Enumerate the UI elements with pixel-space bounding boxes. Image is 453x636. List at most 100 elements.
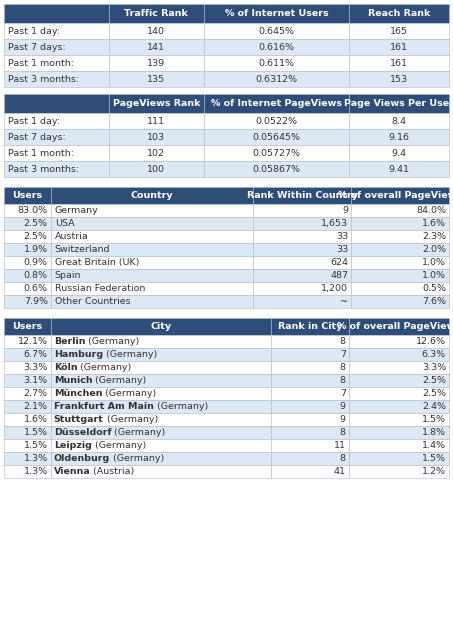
- Text: 9: 9: [342, 206, 348, 215]
- Text: 1.0%: 1.0%: [422, 258, 446, 267]
- Bar: [51, 374, 271, 387]
- Text: 1.9%: 1.9%: [24, 245, 48, 254]
- Bar: [51, 426, 271, 439]
- Bar: [4, 400, 51, 413]
- Bar: [349, 129, 449, 145]
- Bar: [109, 94, 204, 113]
- Bar: [349, 113, 449, 129]
- Text: 487: 487: [330, 271, 348, 280]
- Bar: [351, 269, 449, 282]
- Text: Oldenburg: Oldenburg: [54, 454, 110, 463]
- Text: Country: Country: [130, 191, 173, 200]
- Text: 2.3%: 2.3%: [422, 232, 446, 241]
- Text: 1.5%: 1.5%: [422, 454, 446, 463]
- Bar: [109, 113, 204, 129]
- Bar: [51, 413, 271, 426]
- Text: 9.4: 9.4: [391, 148, 406, 158]
- Bar: [351, 295, 449, 308]
- Bar: [4, 256, 51, 269]
- Text: 0.9%: 0.9%: [24, 258, 48, 267]
- Text: 12.1%: 12.1%: [18, 337, 48, 346]
- Bar: [51, 256, 253, 269]
- Bar: [4, 113, 109, 129]
- Bar: [4, 217, 51, 230]
- Bar: [271, 400, 349, 413]
- Text: % of Internet Users: % of Internet Users: [225, 9, 328, 18]
- Text: Vienna: Vienna: [54, 467, 91, 476]
- Text: 161: 161: [390, 59, 408, 67]
- Bar: [4, 335, 51, 348]
- Text: 0.616%: 0.616%: [259, 43, 294, 52]
- Bar: [204, 39, 349, 55]
- Text: 111: 111: [147, 116, 165, 125]
- Bar: [204, 71, 349, 87]
- Text: 3.3%: 3.3%: [422, 363, 446, 372]
- Text: Russian Federation: Russian Federation: [55, 284, 145, 293]
- Text: (Germany): (Germany): [111, 428, 166, 437]
- Bar: [4, 387, 51, 400]
- Text: (Germany): (Germany): [92, 376, 147, 385]
- Text: 1.2%: 1.2%: [422, 467, 446, 476]
- Text: 2.4%: 2.4%: [422, 402, 446, 411]
- Text: 0.05727%: 0.05727%: [253, 148, 300, 158]
- Text: 8: 8: [340, 363, 346, 372]
- Bar: [351, 256, 449, 269]
- Bar: [204, 113, 349, 129]
- Bar: [349, 426, 449, 439]
- Bar: [253, 269, 351, 282]
- Bar: [271, 335, 349, 348]
- Bar: [51, 217, 253, 230]
- Text: 139: 139: [147, 59, 165, 67]
- Bar: [51, 387, 271, 400]
- Bar: [109, 39, 204, 55]
- Text: % of overall PageViews: % of overall PageViews: [338, 191, 453, 200]
- Text: % of overall PageViews: % of overall PageViews: [337, 322, 453, 331]
- Text: 2.7%: 2.7%: [24, 389, 48, 398]
- Bar: [271, 348, 349, 361]
- Bar: [349, 413, 449, 426]
- Text: 8: 8: [340, 428, 346, 437]
- Bar: [253, 187, 351, 204]
- Bar: [204, 161, 349, 177]
- Text: 1.0%: 1.0%: [422, 271, 446, 280]
- Text: 9.41: 9.41: [388, 165, 410, 174]
- Text: Spain: Spain: [55, 271, 81, 280]
- Bar: [109, 23, 204, 39]
- Bar: [51, 230, 253, 243]
- Text: 11: 11: [334, 441, 346, 450]
- Bar: [4, 71, 109, 87]
- Text: 1.6%: 1.6%: [24, 415, 48, 424]
- Bar: [204, 4, 349, 23]
- Bar: [51, 318, 271, 335]
- Text: (Germany): (Germany): [104, 415, 158, 424]
- Bar: [271, 413, 349, 426]
- Text: 3.1%: 3.1%: [24, 376, 48, 385]
- Text: USA: USA: [55, 219, 74, 228]
- Text: (Germany): (Germany): [102, 389, 156, 398]
- Bar: [271, 439, 349, 452]
- Text: 1.5%: 1.5%: [24, 441, 48, 450]
- Bar: [349, 318, 449, 335]
- Bar: [349, 4, 449, 23]
- Text: Users: Users: [12, 191, 43, 200]
- Text: 1.5%: 1.5%: [422, 415, 446, 424]
- Bar: [4, 426, 51, 439]
- Text: (Germany): (Germany): [103, 350, 157, 359]
- Text: Berlin: Berlin: [54, 337, 85, 346]
- Bar: [349, 374, 449, 387]
- Text: Germany: Germany: [55, 206, 98, 215]
- Text: 0.05867%: 0.05867%: [253, 165, 300, 174]
- Bar: [109, 129, 204, 145]
- Text: 1,653: 1,653: [321, 219, 348, 228]
- Text: Munich: Munich: [54, 376, 92, 385]
- Text: Köln: Köln: [54, 363, 77, 372]
- Text: 1,200: 1,200: [321, 284, 348, 293]
- Bar: [351, 282, 449, 295]
- Bar: [4, 439, 51, 452]
- Text: 8: 8: [340, 454, 346, 463]
- Bar: [253, 295, 351, 308]
- Text: 161: 161: [390, 43, 408, 52]
- Text: 2.1%: 2.1%: [24, 402, 48, 411]
- Bar: [51, 465, 271, 478]
- Text: 8.4: 8.4: [391, 116, 406, 125]
